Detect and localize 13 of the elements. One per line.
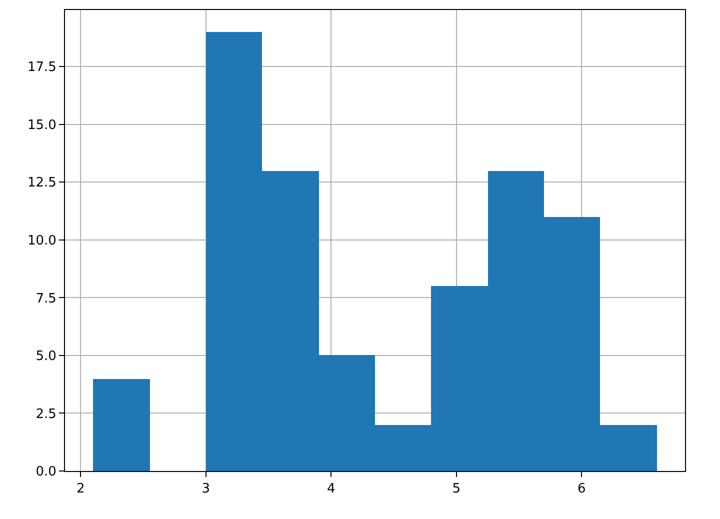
y-tick-label: 7.5 <box>36 291 56 306</box>
x-tick-label: 3 <box>202 482 210 497</box>
y-tick-label: 5.0 <box>36 349 56 364</box>
x-tick-label: 2 <box>76 482 85 497</box>
y-tick-label: 15.0 <box>27 118 56 133</box>
y-tick-label: 2.5 <box>36 406 56 422</box>
y-tick-label: 17.5 <box>27 60 56 76</box>
y-tick-label: 10.0 <box>27 233 56 248</box>
x-tick-label: 5 <box>452 482 461 497</box>
y-tick-label: 0.0 <box>36 464 56 480</box>
x-tick-label: 4 <box>327 482 336 497</box>
x-tick-label: 6 <box>578 482 586 497</box>
y-tick-label: 12.5 <box>27 176 56 191</box>
